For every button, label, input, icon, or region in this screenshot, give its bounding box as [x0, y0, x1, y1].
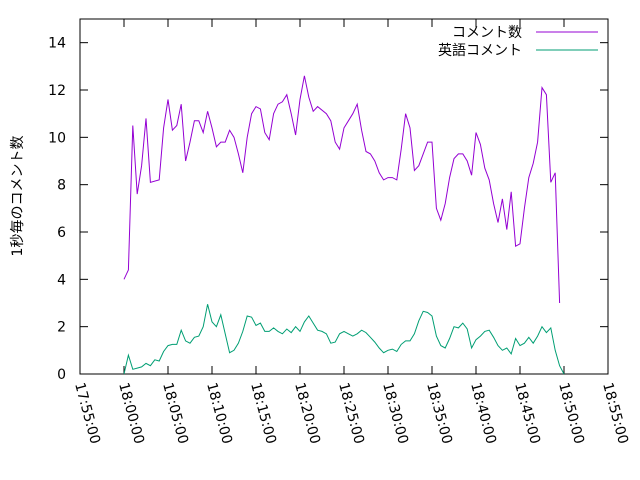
y-axis-label: 1秒毎のコメント数 — [10, 136, 26, 257]
y-axis-ticks: 0 2 4 6 8 10 12 14 — [48, 36, 608, 383]
y-tick-label: 14 — [48, 36, 66, 52]
x-tick-label: 18:30:00 — [379, 381, 411, 446]
x-tick-label: 18:50:00 — [555, 381, 587, 446]
x-tick-label: 18:45:00 — [511, 381, 543, 446]
series-lines — [123, 75, 565, 375]
x-tick-label: 18:25:00 — [335, 381, 367, 446]
y-tick-label: 8 — [57, 178, 66, 194]
x-tick-label: 18:35:00 — [423, 381, 455, 446]
x-tick-label: 18:10:00 — [203, 381, 235, 446]
y-tick-label: 2 — [57, 320, 66, 336]
x-tick-label: 17:55:00 — [71, 381, 103, 446]
y-tick-label: 6 — [57, 225, 66, 241]
y-tick-label: 0 — [57, 367, 66, 383]
plot-frame — [79, 18, 609, 375]
x-tick-label: 18:15:00 — [247, 381, 279, 446]
x-tick-label: 18:05:00 — [159, 381, 191, 446]
y-tick-label: 12 — [48, 83, 66, 99]
legend-label-2: 英語コメント — [438, 42, 522, 59]
series-line-2 — [123, 304, 565, 375]
y-tick-label: 10 — [48, 130, 66, 146]
x-tick-label: 18:40:00 — [467, 381, 499, 446]
series-line-1 — [123, 75, 561, 304]
x-axis-ticks: 17:55:00 18:00:00 18:05:00 18:10:00 18:15:00… — [71, 19, 631, 446]
x-tick-label: 18:20:00 — [291, 381, 323, 446]
legend-label-1: コメント数 — [452, 25, 522, 41]
x-tick-label: 18:55:00 — [599, 381, 631, 446]
x-tick-label: 18:00:00 — [115, 381, 147, 446]
y-tick-label: 4 — [57, 272, 66, 288]
